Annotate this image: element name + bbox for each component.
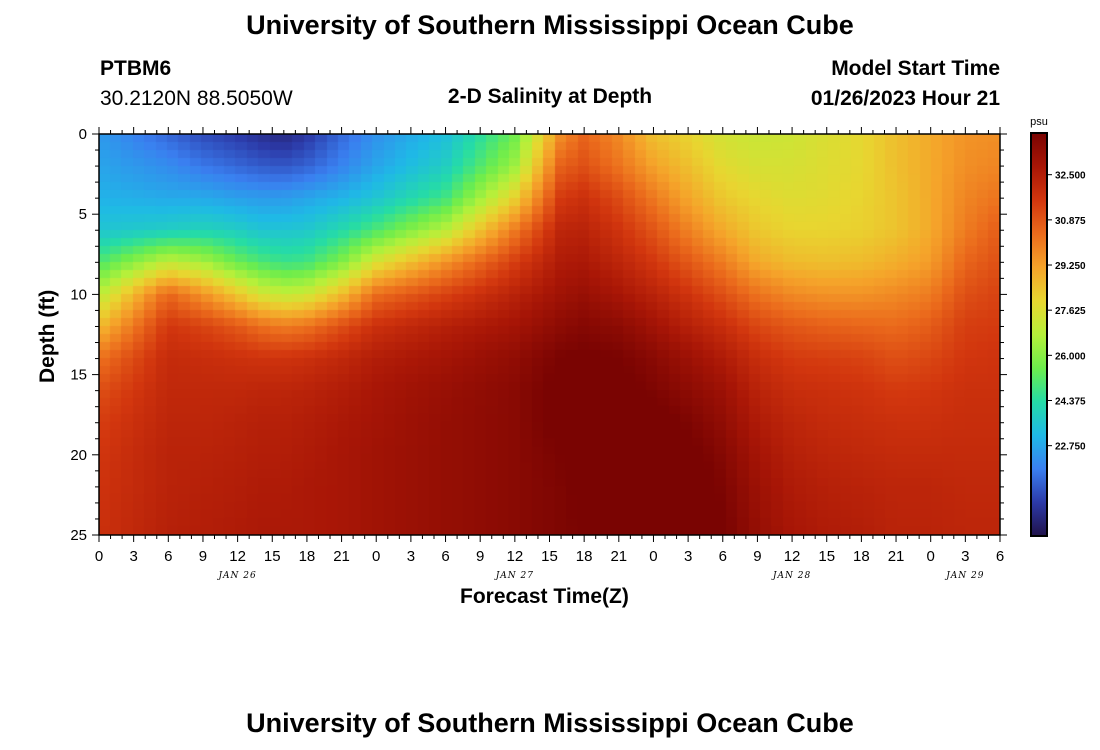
- x-tick-label: 6: [441, 548, 449, 565]
- x-tick-label: 15: [541, 548, 558, 565]
- model-start-label: Model Start Time: [831, 57, 1000, 80]
- x-tick-label: 9: [476, 548, 484, 565]
- day-label: JAN 29: [944, 571, 984, 581]
- x-tick-label: 9: [753, 548, 761, 565]
- y-tick-label: 0: [79, 126, 87, 143]
- x-tick-label: 0: [372, 548, 380, 565]
- x-tick-label: 3: [129, 548, 137, 565]
- y-tick-label: 20: [70, 447, 87, 464]
- station-coordinates: 30.2120N 88.5050W: [100, 87, 293, 110]
- x-tick-label: 9: [199, 548, 207, 565]
- x-tick-label: 0: [927, 548, 935, 565]
- x-tick-label: 15: [818, 548, 835, 565]
- footer-title: University of Southern Mississippi Ocean…: [246, 708, 854, 738]
- salinity-heatmap: [99, 134, 1000, 535]
- station-id: PTBM6: [100, 57, 172, 80]
- x-tick-label: 6: [719, 548, 727, 565]
- colorbar-tick-label: 24.375: [1055, 397, 1086, 408]
- x-tick-label: 6: [164, 548, 172, 565]
- page-title: University of Southern Mississippi Ocean…: [246, 10, 854, 40]
- y-tick-label: 15: [70, 367, 87, 384]
- colorbar-tick-label: 27.625: [1055, 306, 1086, 317]
- day-label: JAN 27: [494, 571, 534, 581]
- colorbar-unit-label: psu: [1030, 116, 1048, 128]
- x-tick-label: 21: [610, 548, 627, 565]
- y-tick-label: 25: [70, 527, 87, 544]
- x-tick-label: 0: [649, 548, 657, 565]
- x-tick-label: 3: [407, 548, 415, 565]
- x-tick-label: 18: [576, 548, 593, 565]
- y-axis-label: Depth (ft): [36, 289, 59, 383]
- plot-frame: [98, 133, 1001, 536]
- x-tick-label: 3: [961, 548, 969, 565]
- x-tick-label: 12: [784, 548, 801, 565]
- x-tick-label: 12: [229, 548, 246, 565]
- colorbar-tick-label: 29.250: [1055, 261, 1086, 272]
- y-tick-label: 10: [70, 286, 87, 303]
- x-tick-label: 21: [333, 548, 350, 565]
- x-tick-label: 12: [507, 548, 524, 565]
- colorbar-tick-label: 32.500: [1055, 171, 1086, 182]
- x-tick-label: 3: [684, 548, 692, 565]
- chart-title: 2-D Salinity at Depth: [447, 85, 653, 108]
- model-start-value: 01/26/2023 Hour 21: [810, 87, 1000, 110]
- colorbar-tick-label: 22.750: [1055, 442, 1086, 453]
- x-axis-label: Forecast Time(Z): [460, 585, 629, 608]
- x-tick-label: 6: [996, 548, 1004, 565]
- colorbar: [1030, 132, 1048, 537]
- colorbar-tick-label: 30.875: [1055, 216, 1086, 227]
- x-tick-label: 18: [853, 548, 870, 565]
- day-label: JAN 28: [771, 571, 811, 581]
- x-tick-label: 0: [95, 548, 103, 565]
- x-tick-label: 15: [264, 548, 281, 565]
- y-tick-label: 5: [79, 206, 87, 223]
- x-tick-label: 21: [888, 548, 905, 565]
- colorbar-tick-label: 26.000: [1055, 351, 1086, 362]
- day-label: JAN 26: [216, 571, 256, 581]
- x-tick-label: 18: [299, 548, 316, 565]
